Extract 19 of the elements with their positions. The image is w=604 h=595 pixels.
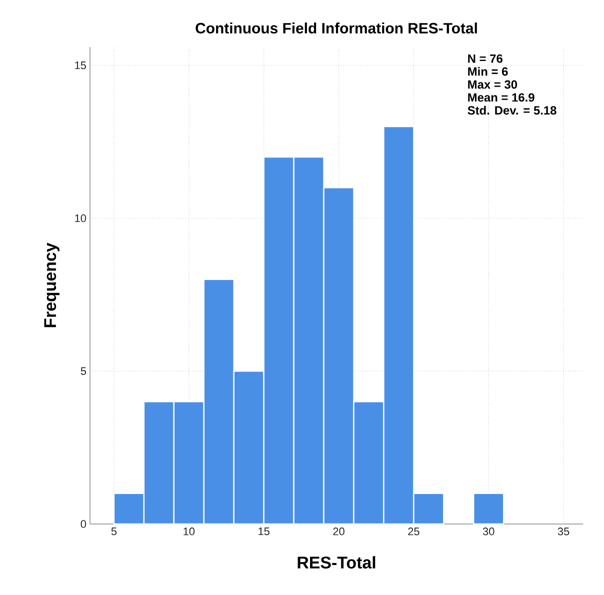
x-tick-label: 20: [333, 528, 344, 536]
annotation: Mean = 16.9: [468, 93, 534, 102]
x-axis-title: RES-Total: [298, 556, 376, 569]
x-tick-label: 5: [111, 528, 117, 536]
x-tick-label: 35: [558, 528, 570, 536]
x-tick-label: 15: [258, 528, 270, 536]
annotation: Std. Dev. = 5.18: [468, 106, 556, 115]
x-tick-label: 10: [184, 528, 195, 536]
annotation: N = 76: [468, 54, 502, 63]
annotation: Max = 30: [468, 80, 518, 89]
chart-title: Continuous Field Information RES-Total: [196, 22, 477, 34]
y-tick-label: 0: [80, 520, 86, 528]
x-tick-label: 25: [408, 528, 420, 536]
y-tick-label: 10: [75, 214, 86, 222]
y-tick-label: 15: [75, 62, 86, 70]
x-tick-label: 30: [482, 528, 494, 536]
y-tick-label: 5: [80, 367, 86, 375]
annotation: Min = 6: [468, 66, 508, 76]
y-axis-title: Frequency: [44, 242, 60, 328]
